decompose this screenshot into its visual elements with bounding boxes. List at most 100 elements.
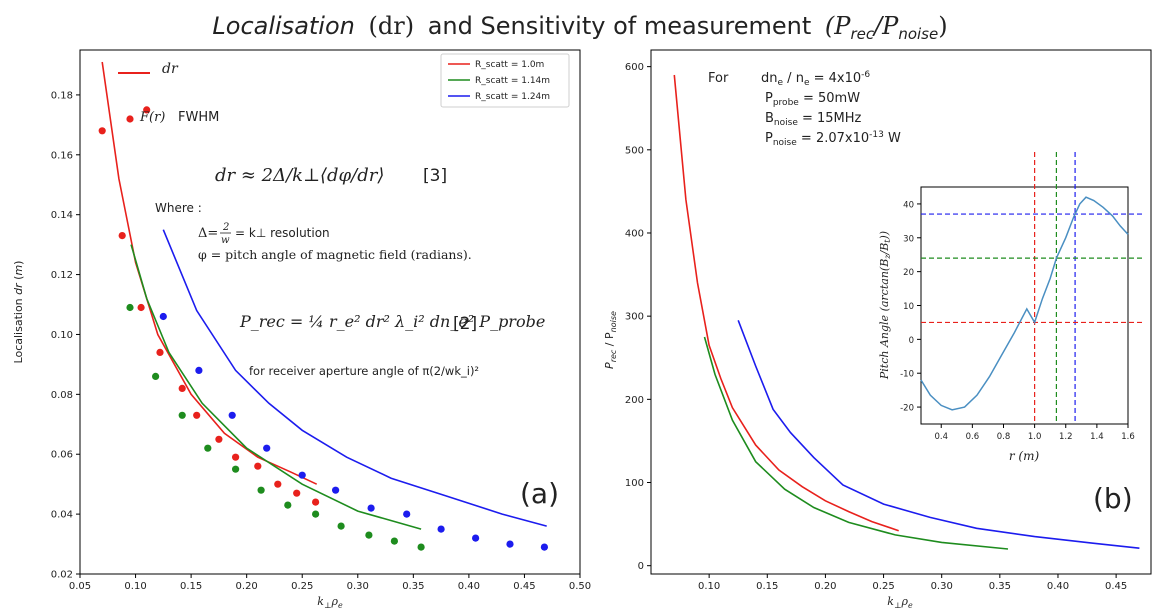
fwhm-point-series-2 <box>257 486 265 494</box>
fwhm-point-series-2 <box>232 465 240 473</box>
fwhm-point-series-2 <box>126 303 134 312</box>
eq-dr: dr ≈ 2Δ/k⊥⟨dφ/dr⟩ <box>215 165 384 186</box>
x-tick-label: 0.50 <box>569 581 591 592</box>
legend-entry-3: R_scatt = 1.24m <box>475 92 550 102</box>
fwhm-point-series-3 <box>540 543 549 551</box>
param-dne: dne / ne = 4x10-6 <box>761 70 870 88</box>
inset-ylabel: Pitch Angle (arctan(Bz/Bt)) <box>878 231 892 380</box>
delta-denominator: w <box>221 235 230 246</box>
eq-prec-ref: [2] <box>453 314 477 334</box>
y-tick-label: 0.10 <box>51 330 73 341</box>
y-tick-label: 40 <box>903 200 914 210</box>
x-tick-label: 0.05 <box>69 581 91 592</box>
x-tick-label: 0.25 <box>872 581 894 592</box>
inset-series-line <box>920 196 1129 411</box>
panel-b-label: (b) <box>1093 482 1133 515</box>
y-tick-label: 10 <box>903 302 914 312</box>
fwhm-point-series-1 <box>215 435 223 443</box>
series-line-2 <box>703 336 1009 550</box>
fwhm-point-series-2 <box>312 510 320 518</box>
x-tick-label: 0.45 <box>1105 581 1127 592</box>
y-tick-label: 200 <box>625 395 644 406</box>
y-tick-label: 500 <box>625 145 644 156</box>
fwhm-point-series-2 <box>417 543 425 551</box>
panel-a-points <box>98 106 549 551</box>
y-tick-label: 0 <box>909 336 914 346</box>
y-tick-label: 0 <box>638 561 644 572</box>
fwhm-point-series-3 <box>367 504 375 512</box>
x-tick-label: 1.6 <box>1121 432 1135 442</box>
fwhm-legend-marker <box>126 115 134 123</box>
fwhm-point-series-1 <box>312 498 320 506</box>
x-tick-label: 0.20 <box>814 581 836 592</box>
panel-b-ylabel: Prec / Pnoise <box>603 311 618 369</box>
x-tick-label: 0.35 <box>402 581 424 592</box>
y-tick-label: 20 <box>903 268 914 278</box>
y-tick-label: 300 <box>625 312 644 323</box>
dr-legend-label: dr <box>162 61 179 77</box>
series-line-2 <box>130 244 422 530</box>
panel-b: 0.10 0.15 0.20 0.25 0.30 0.35 0.40 0.4501002003… <box>603 49 1152 610</box>
inset-chart: 0.4 0.6 0.8 1.0 1.2 1.4 1.6 -20 -10 0 10 20 30 40 r (… <box>878 152 1142 463</box>
param-pnoise: Pnoise = 2.07x10-13 W <box>765 130 901 148</box>
fwhm-point-series-1 <box>156 348 164 356</box>
y-tick-label: -10 <box>900 370 914 380</box>
aperture-note: for receiver aperture angle of π(2/wk_i)… <box>249 364 479 378</box>
fwhm-point-series-3 <box>195 366 203 374</box>
x-tick-label: 0.20 <box>236 581 258 592</box>
fwhm-point-series-1 <box>254 462 262 470</box>
fwhm-point-series-2 <box>337 522 345 530</box>
y-tick-label: 0.12 <box>51 270 73 281</box>
series-line-3 <box>162 229 547 527</box>
fwhm-point-series-2 <box>178 411 186 419</box>
x-tick-label: 0.35 <box>989 581 1011 592</box>
series-line-1 <box>673 74 899 532</box>
x-tick-label: 0.15 <box>756 581 778 592</box>
eq-dr-ref: [3] <box>423 166 447 186</box>
figure-title: Localisation (dr) and Sensitivity of mea… <box>212 12 947 43</box>
x-tick-label: 0.25 <box>291 581 313 592</box>
fwhm-point-series-3 <box>159 312 167 321</box>
series-line-1 <box>101 61 318 485</box>
x-tick-label: 0.8 <box>997 432 1011 442</box>
inset-ticks: 0.4 0.6 0.8 1.0 1.2 1.4 1.6 -20 -10 0 10 20 30 40 <box>900 200 1135 442</box>
y-tick-label: 30 <box>903 234 914 244</box>
fwhm-point-series-3 <box>472 534 480 542</box>
x-tick-label: 1.2 <box>1059 432 1073 442</box>
panel-a-legend: R_scatt = 1.0m R_scatt = 1.14m R_scatt =… <box>440 53 570 108</box>
fwhm-point-series-1 <box>118 232 126 240</box>
eq-prec: P_rec = ¼ r_e² dr² λ_i² dn_e² P_probe <box>239 312 545 331</box>
y-tick-label: 0.18 <box>51 90 73 101</box>
inset-ref-lines <box>921 152 1142 424</box>
phi-definition: φ = pitch angle of magnetic field (radia… <box>198 247 472 262</box>
y-tick-label: 0.04 <box>51 510 73 521</box>
y-tick-label: 0.16 <box>51 150 73 161</box>
panel-b-series <box>673 74 1140 550</box>
y-tick-label: 400 <box>625 228 644 239</box>
series-line-3 <box>737 320 1140 549</box>
param-pprobe: Pprobe = 50mW <box>765 91 860 108</box>
fwhm-point-series-3 <box>403 510 411 518</box>
fwhm-point-series-1 <box>293 489 301 497</box>
fwhm-point-series-3 <box>228 411 236 419</box>
legend-entry-2: R_scatt = 1.14m <box>475 76 550 86</box>
x-tick-label: 0.15 <box>180 581 202 592</box>
x-tick-label: 0.45 <box>513 581 535 592</box>
fwhm-point-series-3 <box>332 486 340 494</box>
fwhm-point-series-1 <box>137 303 145 312</box>
y-tick-label: 0.14 <box>51 210 73 221</box>
param-bnoise: Bnoise = 15MHz <box>765 111 862 128</box>
fwhm-point-series-3 <box>437 525 445 533</box>
fwhm-point-series-1 <box>98 127 106 135</box>
panel-a-series <box>101 61 547 530</box>
delta-definition: Δ= 2 w = k⊥ resolution <box>198 222 330 246</box>
x-tick-label: 1.4 <box>1090 432 1104 442</box>
fwhm-point-series-3 <box>506 540 514 548</box>
y-tick-label: 0.06 <box>51 450 73 461</box>
fwhm-point-series-2 <box>390 537 398 545</box>
delta-rest: = k⊥ resolution <box>235 226 330 240</box>
param-for: For <box>708 71 729 86</box>
fwhm-point-series-1 <box>178 384 186 392</box>
fwhm-point-series-3 <box>298 471 306 479</box>
